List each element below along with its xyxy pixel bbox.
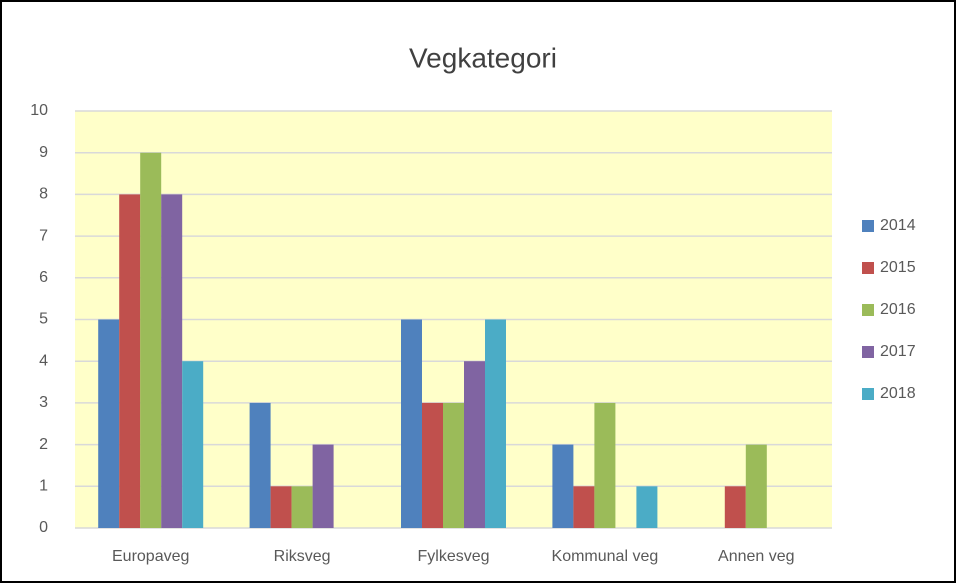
bar bbox=[594, 402, 616, 528]
bar bbox=[140, 152, 162, 528]
bar bbox=[312, 444, 334, 528]
y-tick-label: 1 bbox=[39, 478, 48, 495]
x-tick-label: Kommunal veg bbox=[552, 548, 659, 565]
x-tick-label: Fylkesveg bbox=[417, 548, 489, 565]
y-tick-label: 6 bbox=[39, 269, 48, 286]
legend-swatch bbox=[862, 262, 874, 274]
legend-label: 2018 bbox=[880, 385, 916, 402]
legend-label: 2014 bbox=[880, 217, 916, 234]
y-tick-label: 4 bbox=[39, 352, 48, 369]
bar bbox=[464, 361, 485, 528]
y-tick-label: 10 bbox=[30, 102, 48, 119]
bar bbox=[745, 444, 767, 528]
y-tick-label: 8 bbox=[39, 186, 48, 203]
bar bbox=[249, 402, 271, 528]
chart-title: Vegkategori bbox=[409, 42, 557, 73]
legend-swatch bbox=[862, 346, 874, 358]
bar bbox=[422, 402, 443, 528]
bar bbox=[552, 444, 574, 528]
legend-swatch bbox=[862, 304, 874, 316]
y-tick-label: 0 bbox=[39, 519, 48, 536]
y-tick-label: 5 bbox=[39, 311, 48, 328]
bar bbox=[182, 361, 204, 528]
legend-swatch bbox=[862, 220, 874, 232]
legend-swatch bbox=[862, 388, 874, 400]
bar bbox=[291, 486, 313, 528]
y-tick-label: 3 bbox=[39, 394, 48, 411]
bar bbox=[161, 194, 183, 528]
legend-label: 2015 bbox=[880, 259, 916, 276]
bar bbox=[98, 319, 120, 528]
bar bbox=[443, 402, 464, 528]
bar bbox=[270, 486, 292, 528]
bar bbox=[573, 486, 595, 528]
y-tick-label: 9 bbox=[39, 144, 48, 161]
bar bbox=[485, 319, 506, 528]
bar bbox=[636, 486, 658, 528]
legend-label: 2016 bbox=[880, 301, 916, 318]
legend-label: 2017 bbox=[880, 343, 916, 360]
bar bbox=[724, 486, 746, 528]
x-tick-label: Annen veg bbox=[718, 548, 795, 565]
bar bbox=[119, 194, 141, 528]
x-tick-label: Riksveg bbox=[274, 548, 331, 565]
x-tick-label: Europaveg bbox=[112, 548, 189, 565]
bar bbox=[401, 319, 422, 528]
y-tick-label: 7 bbox=[39, 227, 48, 244]
y-tick-label: 2 bbox=[39, 436, 48, 453]
